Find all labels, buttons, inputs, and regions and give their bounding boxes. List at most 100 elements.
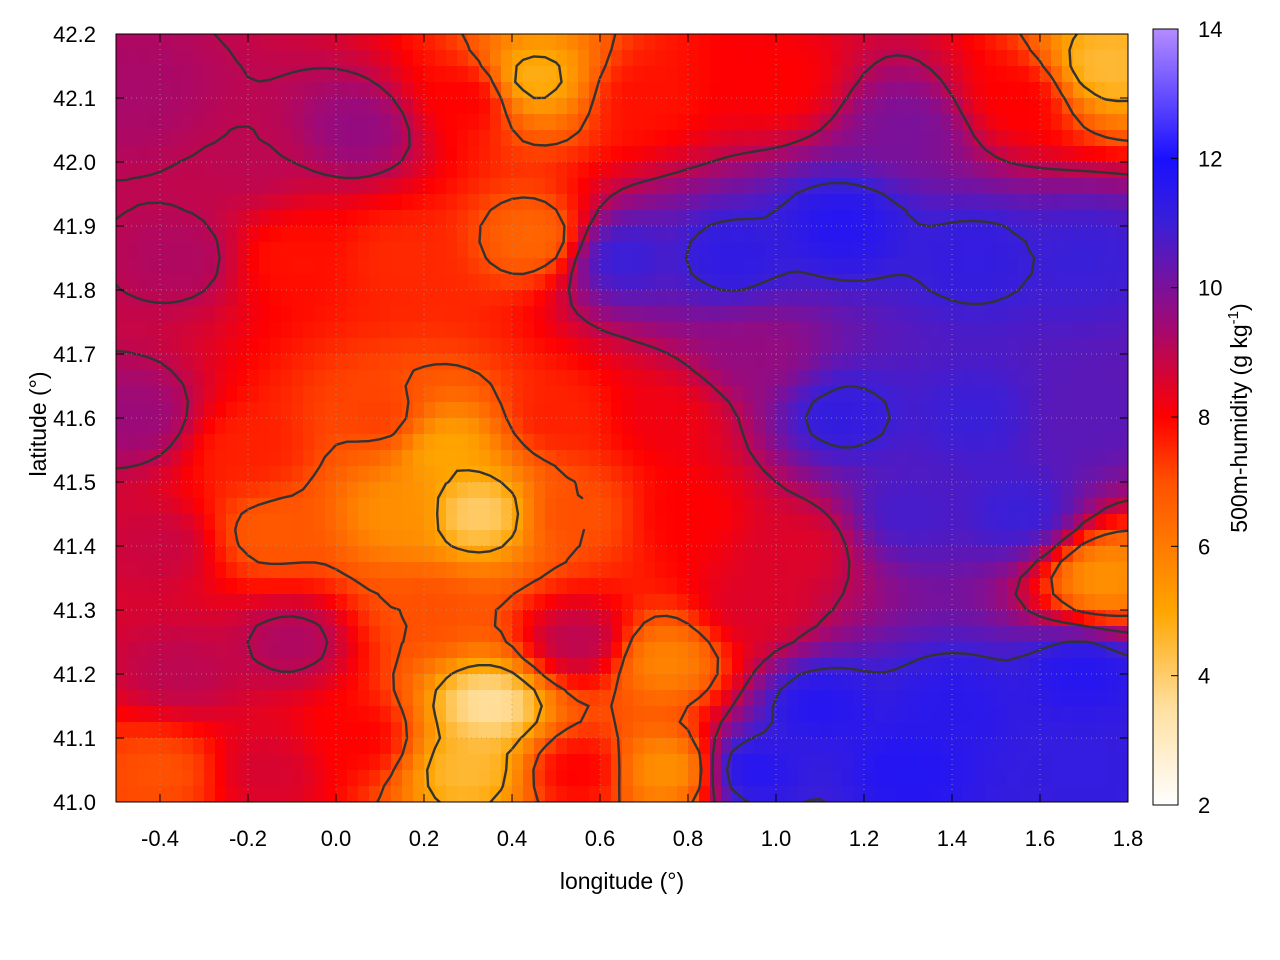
heatmap-cell [127, 738, 139, 755]
heatmap-cell [941, 242, 953, 259]
heatmap-cell [919, 242, 931, 259]
heatmap-cell [369, 146, 381, 163]
heatmap-cell [1095, 546, 1107, 563]
heatmap-cell [325, 498, 337, 515]
heatmap-cell [974, 434, 986, 451]
heatmap-cell [358, 418, 370, 435]
heatmap-cell [633, 594, 645, 611]
heatmap-cell [435, 290, 447, 307]
heatmap-cell [358, 722, 370, 739]
heatmap-cell [193, 146, 205, 163]
heatmap-cell [974, 738, 986, 755]
heatmap-cell [842, 146, 854, 163]
heatmap-cell [424, 546, 436, 563]
heatmap-cell [776, 642, 788, 659]
heatmap-cell [864, 610, 876, 627]
heatmap-cell [380, 370, 392, 387]
heatmap-cell [446, 770, 458, 787]
heatmap-cell [985, 546, 997, 563]
heatmap-cell [512, 274, 524, 291]
heatmap-cell [237, 514, 249, 531]
heatmap-cell [787, 770, 799, 787]
heatmap-cell [941, 226, 953, 243]
heatmap-cell [1073, 562, 1085, 579]
heatmap-cell [589, 626, 601, 643]
heatmap-cell [820, 530, 832, 547]
heatmap-cell [336, 418, 348, 435]
heatmap-cell [996, 34, 1008, 51]
heatmap-cell [138, 770, 150, 787]
heatmap-cell [688, 530, 700, 547]
heatmap-cell [1062, 338, 1074, 355]
heatmap-cell [545, 114, 557, 131]
heatmap-cell [787, 146, 799, 163]
heatmap-cell [248, 322, 260, 339]
heatmap-cell [226, 338, 238, 355]
heatmap-cell [886, 114, 898, 131]
heatmap-cell [787, 82, 799, 99]
heatmap-cell [446, 466, 458, 483]
heatmap-cell [314, 658, 326, 675]
heatmap-cell [281, 210, 293, 227]
heatmap-cell [952, 338, 964, 355]
heatmap-cell [919, 370, 931, 387]
heatmap-cell [1029, 290, 1041, 307]
heatmap-cell [1073, 354, 1085, 371]
heatmap-cell [1051, 322, 1063, 339]
heatmap-cell [512, 722, 524, 739]
heatmap-cell [369, 738, 381, 755]
heatmap-cell [754, 610, 766, 627]
heatmap-cell [501, 706, 513, 723]
heatmap-cell [424, 194, 436, 211]
heatmap-cell [765, 162, 777, 179]
heatmap-cell [237, 322, 249, 339]
heatmap-cell [688, 402, 700, 419]
heatmap-cell [765, 434, 777, 451]
heatmap-cell [974, 194, 986, 211]
heatmap-cell [534, 274, 546, 291]
heatmap-cell [820, 274, 832, 291]
heatmap-cell [160, 274, 172, 291]
heatmap-cell [116, 82, 128, 99]
heatmap-cell [1040, 242, 1052, 259]
heatmap-cell [611, 178, 623, 195]
heatmap-cell [963, 498, 975, 515]
heatmap-cell [875, 610, 887, 627]
heatmap-cell [699, 738, 711, 755]
heatmap-cell [523, 242, 535, 259]
heatmap-cell [446, 610, 458, 627]
heatmap-cell [1007, 498, 1019, 515]
heatmap-cell [930, 50, 942, 67]
heatmap-cell [402, 290, 414, 307]
heatmap-cell [149, 226, 161, 243]
heatmap-cell [688, 594, 700, 611]
heatmap-cell [853, 562, 865, 579]
heatmap-cell [435, 626, 447, 643]
heatmap-cell [523, 226, 535, 243]
heatmap-cell [149, 34, 161, 51]
heatmap-cell [457, 50, 469, 67]
heatmap-cell [864, 274, 876, 291]
heatmap-cell [732, 578, 744, 595]
heatmap-cell [1095, 610, 1107, 627]
heatmap-cell [127, 258, 139, 275]
heatmap-cell [336, 562, 348, 579]
heatmap-cell [567, 130, 579, 147]
heatmap-cell [248, 386, 260, 403]
heatmap-cell [809, 114, 821, 131]
heatmap-cell [1007, 66, 1019, 83]
heatmap-cell [226, 322, 238, 339]
heatmap-cell [886, 226, 898, 243]
y-tick-label: 41.8 [53, 278, 96, 303]
heatmap-cell [633, 674, 645, 691]
heatmap-cell [875, 418, 887, 435]
heatmap-cell [336, 130, 348, 147]
heatmap-cell [622, 562, 634, 579]
heatmap-cell [501, 514, 513, 531]
heatmap-cell [336, 146, 348, 163]
heatmap-cell [512, 194, 524, 211]
heatmap-cell [391, 786, 403, 802]
heatmap-cell [391, 434, 403, 451]
heatmap-cell [149, 610, 161, 627]
